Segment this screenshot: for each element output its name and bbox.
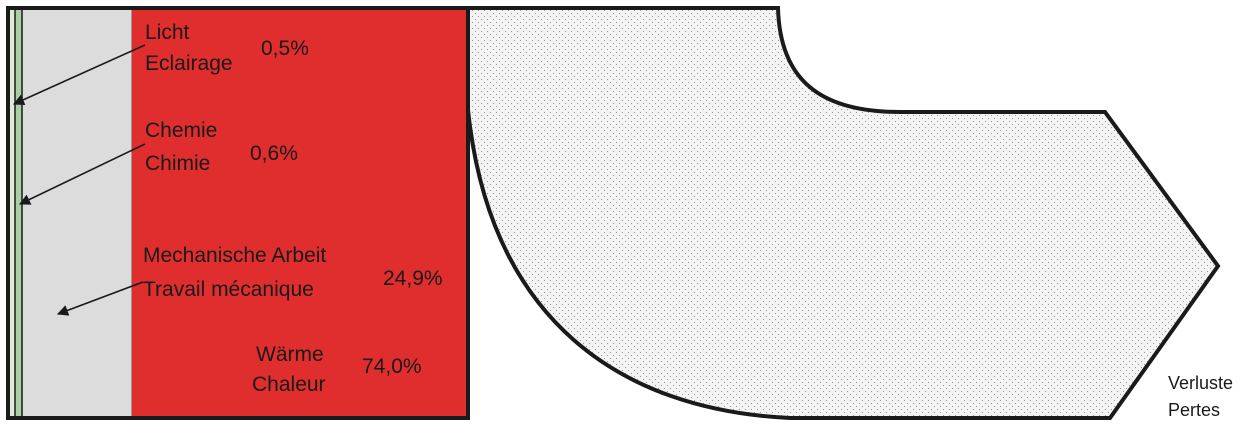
chemistry-label-fr: Chimie — [145, 152, 210, 175]
mechanical-arrow — [56, 281, 144, 316]
heat-label-fr: Chaleur — [252, 373, 326, 396]
light-label-fr: Eclairage — [145, 52, 233, 75]
chemistry-arrow — [18, 143, 146, 205]
light-strip — [10, 8, 15, 418]
heat-label-de: Wärme — [256, 343, 324, 366]
useful-energy-frame — [6, 6, 470, 420]
losses-label-de: Verluste — [1168, 373, 1233, 393]
losses-label-fr: Pertes — [1168, 400, 1220, 420]
mechanical-work-block — [22, 8, 132, 418]
heat-percent: 74,0% — [362, 355, 422, 378]
light-label-de: Licht — [145, 21, 190, 44]
heat-block — [132, 8, 468, 418]
light-percent: 0,5% — [261, 37, 309, 60]
chemistry-percent: 0,6% — [250, 142, 298, 165]
mechanical-label-de: Mechanische Arbeit — [143, 244, 326, 267]
light-arrow — [12, 44, 146, 105]
chemistry-strip — [15, 8, 22, 418]
mechanical-percent: 24,9% — [383, 267, 443, 290]
loss-flow-region — [466, 6, 1221, 420]
chemistry-label-de: Chemie — [145, 119, 217, 142]
mechanical-label-fr: Travail mécanique — [143, 278, 314, 301]
